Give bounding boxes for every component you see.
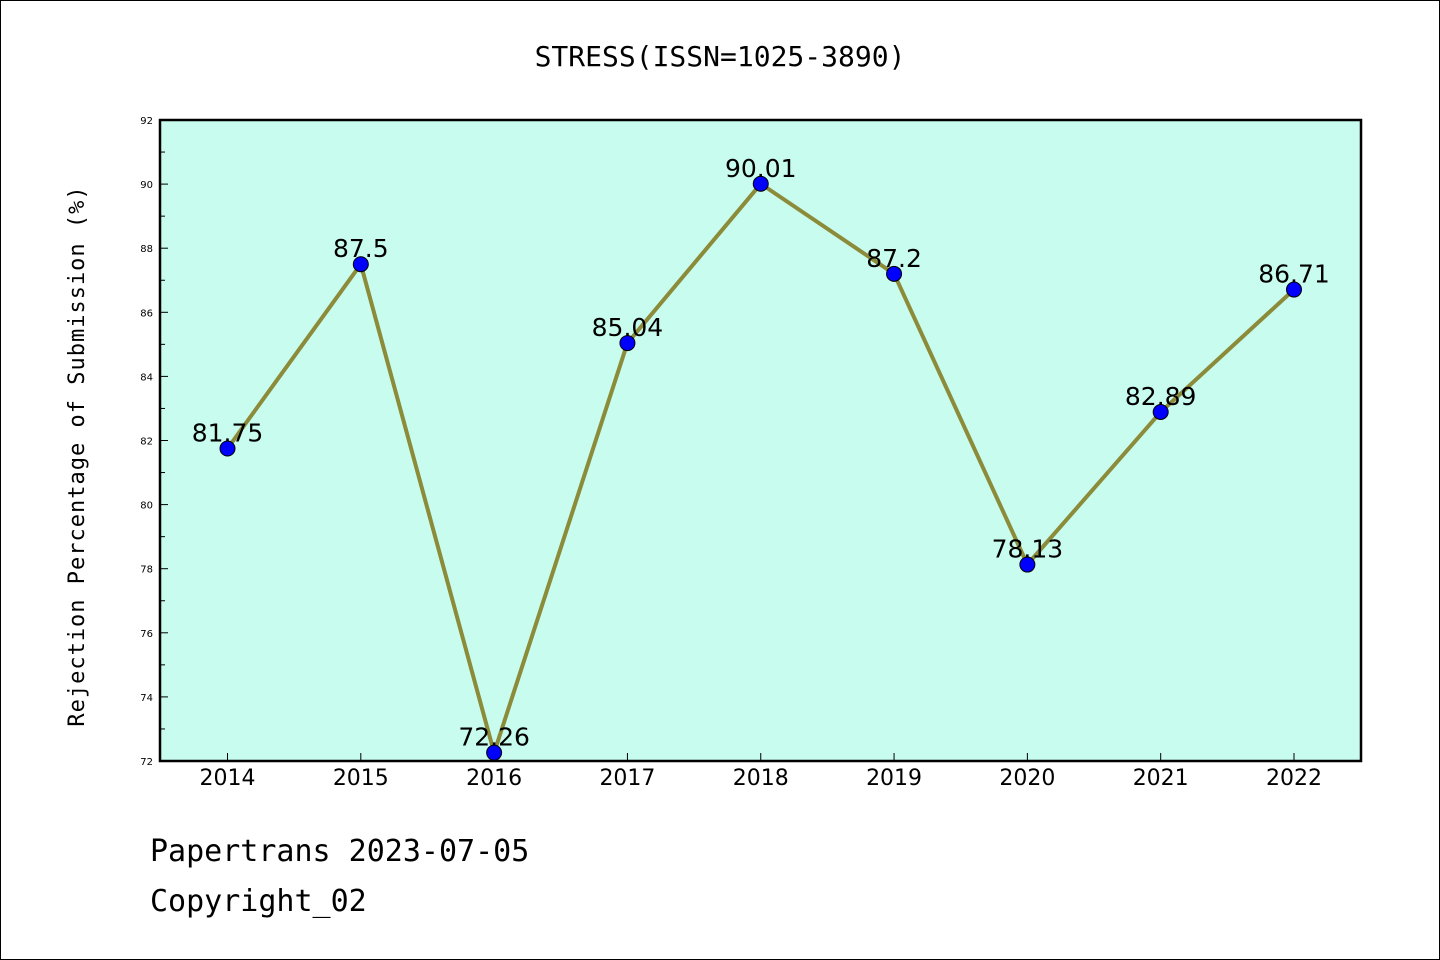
- data-point-marker: [886, 265, 903, 282]
- data-point-marker: [352, 256, 369, 273]
- data-label: 81.75: [192, 419, 264, 448]
- data-label: 72.26: [458, 723, 530, 752]
- footer-copyright-text: Copyright_02: [150, 884, 367, 919]
- data-point-marker: [752, 175, 769, 192]
- x-tick-label: 2020: [999, 766, 1055, 791]
- x-tick-label: 2014: [200, 766, 256, 791]
- data-label: 86.71: [1258, 260, 1330, 289]
- data-point-marker: [619, 335, 636, 352]
- data-point-marker: [219, 440, 236, 457]
- x-tick-label: 2018: [733, 766, 789, 791]
- x-tick-label: 2022: [1266, 766, 1322, 791]
- x-tick-label: 2019: [866, 766, 922, 791]
- y-tick-label: 90: [140, 180, 153, 191]
- data-label: 87.5: [333, 234, 389, 263]
- y-tick-label: 80: [140, 501, 153, 512]
- x-tick-label: 2021: [1133, 766, 1189, 791]
- x-tick-label: 2017: [599, 766, 655, 791]
- y-axis-label: Rejection Percentage of Submission (%): [65, 185, 90, 726]
- x-tick-label: 2015: [333, 766, 389, 791]
- data-point-marker: [1019, 556, 1036, 573]
- y-axis: 72 74 76 78 80 82 84 86 88 90 92: [140, 116, 168, 768]
- footer-date-text: Papertrans 2023-07-05: [150, 834, 530, 869]
- data-label: 85.04: [592, 313, 664, 342]
- chart-title: STRESS(ISSN=1025-3890): [535, 40, 906, 73]
- data-label: 87.2: [866, 244, 922, 273]
- y-tick-label: 86: [140, 308, 153, 319]
- y-tick-label: 72: [140, 757, 153, 768]
- y-tick-label: 78: [140, 565, 153, 576]
- series-group: 81.75 87.5 72.26 85.04 90.01 87.2 78.13 82.89 86…: [192, 154, 1330, 761]
- plot-border: [158, 118, 1363, 763]
- plot-area: [160, 120, 1361, 761]
- x-axis: 2014 2015 2016 2017 2018 2019 2020 2021 2022: [200, 753, 1322, 791]
- y-tick-label: 92: [140, 116, 153, 127]
- y-tick-label: 88: [140, 244, 153, 255]
- data-point-marker: [1286, 281, 1302, 298]
- data-label: 90.01: [725, 154, 797, 183]
- x-tick-label: 2016: [466, 766, 522, 791]
- data-label: 82.89: [1125, 382, 1197, 411]
- y-tick-label: 76: [140, 629, 153, 640]
- data-label: 78.13: [992, 535, 1064, 564]
- data-point-marker: [1152, 403, 1169, 420]
- y-tick-label: 84: [140, 372, 153, 383]
- y-tick-label: 74: [140, 693, 153, 704]
- y-tick-label: 82: [140, 437, 153, 448]
